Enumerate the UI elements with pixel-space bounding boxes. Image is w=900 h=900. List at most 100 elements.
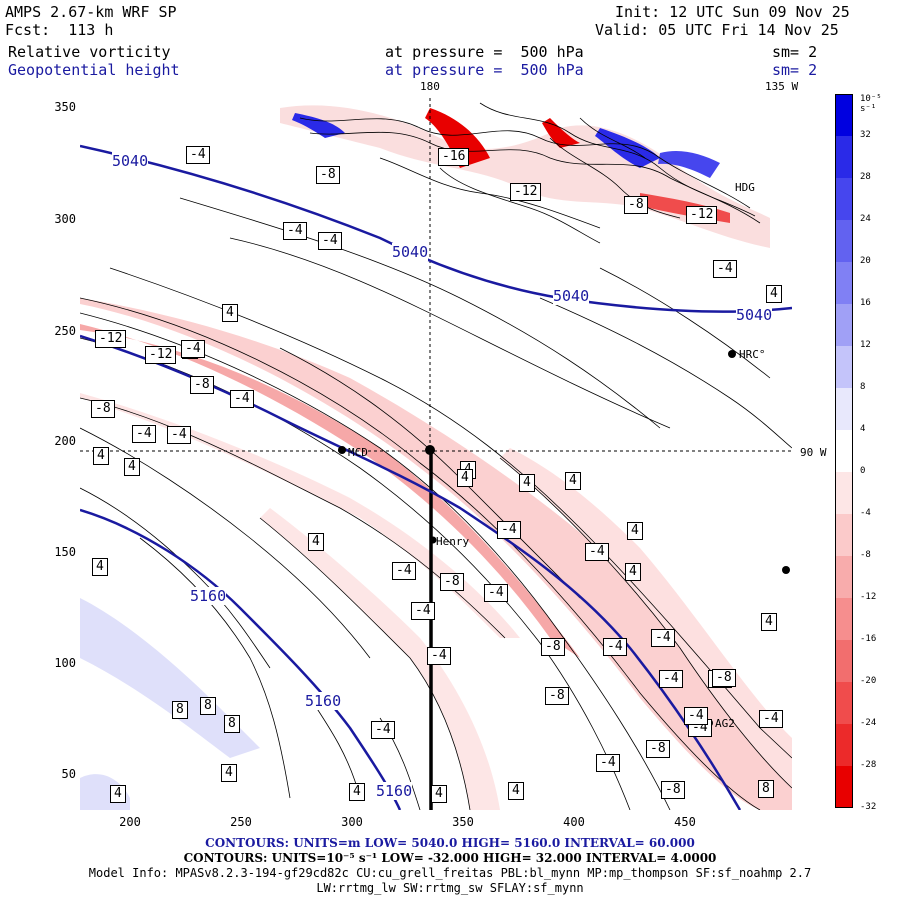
vorticity-contour-label: -8 [190, 376, 214, 394]
colorbar-swatch [835, 220, 853, 263]
colorbar-swatch [835, 388, 853, 431]
vorticity-contour-label: -8 [91, 400, 115, 418]
station-ag2: AG2 [715, 717, 735, 730]
y-tick: 350 [54, 100, 76, 114]
vorticity-contour-label: 4 [519, 474, 535, 492]
lon-label-135w: 135 W [765, 80, 799, 93]
height-label: 5160 [190, 587, 227, 605]
vorticity-contour-label: 4 [124, 458, 140, 476]
vorticity-contour-label: 4 [457, 469, 473, 487]
colorbar [835, 94, 853, 808]
x-tick: 400 [563, 815, 585, 829]
vorticity-contour-label: 8 [758, 780, 774, 798]
colorbar-label: -8 [860, 550, 871, 560]
colorbar-swatch [835, 472, 853, 515]
colorbar-swatch [835, 556, 853, 599]
x-tick: 250 [230, 815, 252, 829]
vorticity-contour-label: -4 [167, 426, 191, 444]
vorticity-contour-label: -8 [541, 638, 565, 656]
vorticity-contour-label: -4 [427, 647, 451, 665]
colorbar-swatch [835, 262, 853, 305]
colorbar-label: 24 [860, 214, 871, 224]
vorticity-contour-label: 4 [92, 558, 108, 576]
forecast-hour: Fcst: 113 h [5, 21, 114, 39]
colorbar-label: -4 [860, 508, 871, 518]
height-label: 5040 [112, 152, 149, 170]
vorticity-contour-label: -8 [316, 166, 340, 184]
vorticity-contour-label: -4 [713, 260, 737, 278]
vorticity-contour-label: 4 [221, 764, 237, 782]
vorticity-contour-label: -4 [603, 638, 627, 656]
vorticity-contour-label: 8 [200, 697, 216, 715]
vorticity-contour-label: 4 [766, 285, 782, 303]
vorticity-contour-label: -4 [132, 425, 156, 443]
x-tick: 450 [674, 815, 696, 829]
height-label: 5040 [736, 306, 773, 324]
y-tick: 200 [54, 434, 76, 448]
colorbar-swatch [835, 724, 853, 767]
colorbar-unit: 10⁻⁵ s⁻¹ [860, 94, 882, 114]
vorticity-contour-label: -12 [145, 346, 177, 364]
init-time: Init: 12 UTC Sun 09 Nov 25 [615, 3, 850, 21]
vorticity-map [80, 98, 792, 810]
colorbar-label: 16 [860, 298, 871, 308]
vorticity-contour-label: -8 [624, 196, 648, 214]
y-tick: 50 [61, 767, 76, 781]
vorticity-contour-label: -4 [585, 543, 609, 561]
colorbar-swatch [835, 136, 853, 179]
lon-label-90w: 90 W [800, 446, 827, 459]
valid-time: Valid: 05 UTC Fri 14 Nov 25 [595, 21, 839, 39]
vorticity-contour-label: -4 [659, 670, 683, 688]
colorbar-label: 32 [860, 130, 871, 140]
colorbar-label: -12 [860, 592, 877, 602]
colorbar-swatch [835, 514, 853, 557]
colorbar-label: -20 [860, 676, 877, 686]
vorticity-contour-label: -4 [318, 232, 342, 250]
height-contour-info: CONTOURS: UNITS=m LOW= 5040.0 HIGH= 5160… [205, 836, 695, 850]
field1-level: at pressure = 500 hPa [385, 43, 584, 61]
vorticity-contour-label: -8 [646, 740, 670, 758]
colorbar-label: -28 [860, 760, 877, 770]
colorbar-swatch [835, 304, 853, 347]
vorticity-contour-label: -4 [411, 602, 435, 620]
vorticity-contour-label: -8 [661, 781, 685, 799]
colorbar-label: -16 [860, 634, 877, 644]
colorbar-swatch [835, 178, 853, 221]
vorticity-contour-label: -12 [686, 206, 718, 224]
model-title: AMPS 2.67-km WRF SP [5, 3, 177, 21]
station-hrc: HRC° [739, 348, 766, 361]
vorticity-contour-label: -4 [392, 562, 416, 580]
y-tick: 150 [54, 545, 76, 559]
vorticity-contour-label: 8 [224, 715, 240, 733]
x-tick: 200 [119, 815, 141, 829]
colorbar-swatch [835, 430, 853, 473]
colorbar-swatch [835, 346, 853, 389]
vorticity-contour-label: 4 [431, 785, 447, 803]
lon-label-180: 180 [420, 80, 440, 93]
vorticity-contour-label: 4 [761, 613, 777, 631]
colorbar-label: -24 [860, 718, 877, 728]
vorticity-contour-label: 4 [625, 563, 641, 581]
vorticity-contour-label: 4 [565, 472, 581, 490]
height-label: 5040 [553, 287, 590, 305]
colorbar-label: -32 [860, 802, 877, 812]
colorbar-label: 8 [860, 382, 866, 392]
vorticity-contour-label: -4 [283, 222, 307, 240]
y-tick: 100 [54, 656, 76, 670]
colorbar-swatch [835, 682, 853, 725]
vorticity-contour-label: 4 [627, 522, 643, 540]
vorticity-contour-label: -4 [651, 629, 675, 647]
vorticity-contour-label: -4 [759, 710, 783, 728]
field2-level: at pressure = 500 hPa [385, 61, 584, 79]
vorticity-contour-label: -4 [484, 584, 508, 602]
vorticity-contour-label: -4 [596, 754, 620, 772]
x-tick: 350 [452, 815, 474, 829]
colorbar-label: 20 [860, 256, 871, 266]
field2-name: Geopotential height [8, 61, 180, 79]
y-tick: 300 [54, 212, 76, 226]
vorticity-contour-label: -12 [510, 183, 542, 201]
vorticity-contour-label: -8 [440, 573, 464, 591]
colorbar-swatch [835, 640, 853, 683]
colorbar-swatch [835, 598, 853, 641]
vorticity-contour-label: -12 [95, 330, 127, 348]
